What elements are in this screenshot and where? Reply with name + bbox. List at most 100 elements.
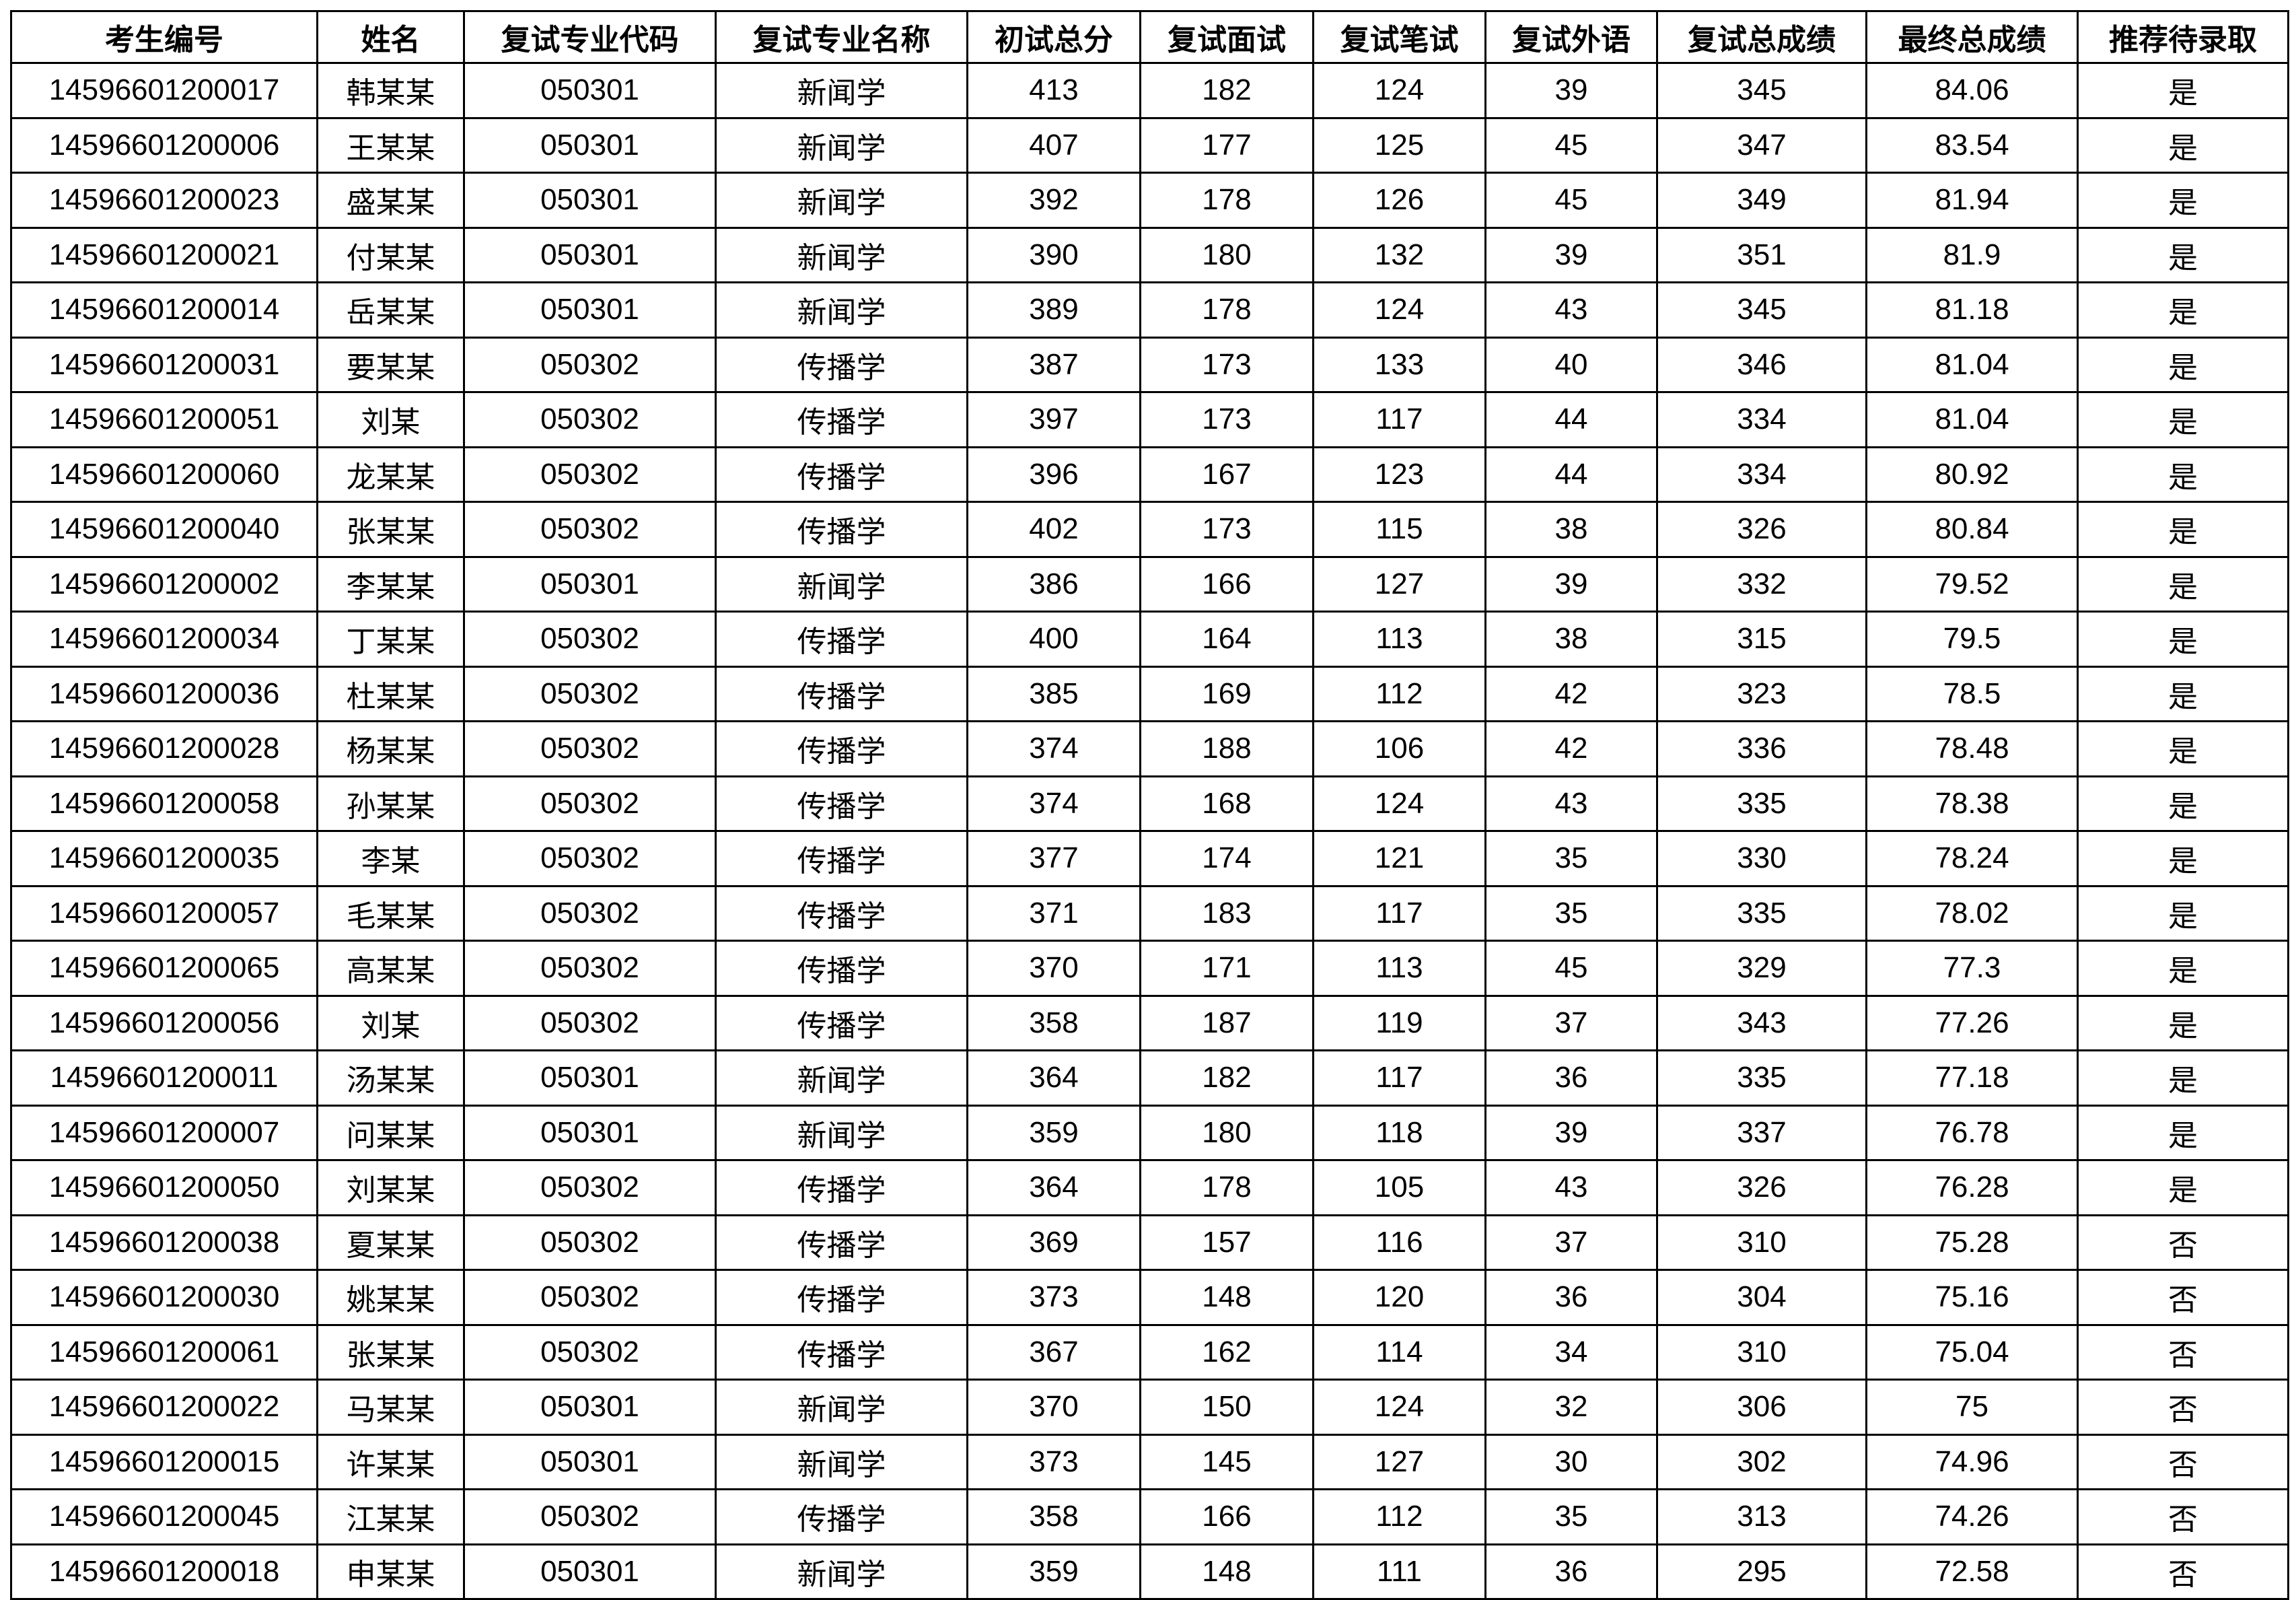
cell-major-code: 050301 [463, 1433, 717, 1490]
cell-major-code: 050301 [463, 62, 717, 119]
cell-major-name: 传播学 [715, 665, 968, 722]
cell-retest-total: 335 [1656, 775, 1867, 832]
cell-initial-total: 397 [966, 391, 1141, 448]
cell-recommended: 否 [2077, 1214, 2289, 1271]
header-name: 姓名 [316, 10, 465, 64]
cell-interview: 178 [1139, 281, 1314, 339]
cell-name: 杜某某 [316, 665, 465, 722]
cell-foreign-language: 35 [1484, 830, 1658, 887]
cell-foreign-language: 35 [1484, 1488, 1658, 1545]
cell-name: 马某某 [316, 1379, 465, 1436]
cell-major-code: 050302 [463, 940, 717, 997]
cell-major-name: 传播学 [715, 884, 968, 942]
cell-interview: 177 [1139, 116, 1314, 174]
table-row: 14596601200015 许某某 050301 新闻学 373 145 127 30 302… [10, 1433, 2289, 1490]
cell-candidate-id: 14596601200051 [10, 391, 318, 448]
cell-recommended: 否 [2077, 1379, 2289, 1436]
cell-written: 112 [1312, 1488, 1486, 1545]
cell-major-name: 传播学 [715, 1214, 968, 1271]
table-row: 14596601200031 要某某 050302 传播学 387 173 133 40 346… [10, 336, 2289, 393]
cell-final-total: 81.9 [1865, 226, 2079, 283]
cell-name: 要某某 [316, 336, 465, 393]
cell-recommended: 是 [2077, 1049, 2289, 1107]
cell-foreign-language: 43 [1484, 775, 1658, 832]
cell-name: 李某某 [316, 555, 465, 613]
cell-initial-total: 389 [966, 281, 1141, 339]
cell-foreign-language: 36 [1484, 1049, 1658, 1107]
cell-initial-total: 358 [966, 1488, 1141, 1545]
cell-candidate-id: 14596601200036 [10, 665, 318, 722]
cell-major-code: 050302 [463, 611, 717, 668]
cell-final-total: 78.48 [1865, 720, 2079, 777]
cell-candidate-id: 14596601200030 [10, 1269, 318, 1326]
cell-initial-total: 392 [966, 172, 1141, 229]
cell-recommended: 否 [2077, 1269, 2289, 1326]
cell-recommended: 是 [2077, 336, 2289, 393]
cell-initial-total: 358 [966, 994, 1141, 1051]
cell-candidate-id: 14596601200021 [10, 226, 318, 283]
header-foreign-language: 复试外语 [1484, 10, 1658, 64]
cell-major-code: 050302 [463, 994, 717, 1051]
cell-written: 113 [1312, 611, 1486, 668]
table-row: 14596601200035 李某 050302 传播学 377 174 121 35 330 7… [10, 830, 2289, 887]
cell-foreign-language: 37 [1484, 1214, 1658, 1271]
table-row: 14596601200038 夏某某 050302 传播学 369 157 116 37 310… [10, 1214, 2289, 1271]
cell-candidate-id: 14596601200018 [10, 1543, 318, 1600]
cell-retest-total: 310 [1656, 1323, 1867, 1381]
table-row: 14596601200030 姚某某 050302 传播学 373 148 120 36 304… [10, 1269, 2289, 1326]
cell-candidate-id: 14596601200056 [10, 994, 318, 1051]
cell-major-name: 新闻学 [715, 555, 968, 613]
cell-initial-total: 364 [966, 1049, 1141, 1107]
cell-interview: 174 [1139, 830, 1314, 887]
cell-initial-total: 359 [966, 1104, 1141, 1161]
cell-final-total: 80.92 [1865, 446, 2079, 503]
cell-written: 120 [1312, 1269, 1486, 1326]
cell-initial-total: 370 [966, 1379, 1141, 1436]
cell-final-total: 81.94 [1865, 172, 2079, 229]
cell-written: 117 [1312, 391, 1486, 448]
cell-recommended: 是 [2077, 281, 2289, 339]
cell-major-code: 050302 [463, 720, 717, 777]
cell-foreign-language: 39 [1484, 62, 1658, 119]
cell-final-total: 76.78 [1865, 1104, 2079, 1161]
cell-written: 114 [1312, 1323, 1486, 1381]
table-row: 14596601200007 问某某 050301 新闻学 359 180 118 39 337… [10, 1104, 2289, 1161]
header-candidate-id: 考生编号 [10, 10, 318, 64]
cell-recommended: 是 [2077, 994, 2289, 1051]
cell-final-total: 77.18 [1865, 1049, 2079, 1107]
cell-foreign-language: 45 [1484, 172, 1658, 229]
cell-candidate-id: 14596601200035 [10, 830, 318, 887]
cell-name: 盛某某 [316, 172, 465, 229]
cell-written: 124 [1312, 1379, 1486, 1436]
cell-major-name: 传播学 [715, 446, 968, 503]
cell-major-code: 050302 [463, 1159, 717, 1216]
cell-candidate-id: 14596601200028 [10, 720, 318, 777]
table-row: 14596601200018 申某某 050301 新闻学 359 148 111 36 295… [10, 1543, 2289, 1600]
cell-retest-total: 349 [1656, 172, 1867, 229]
cell-major-name: 新闻学 [715, 1379, 968, 1436]
cell-candidate-id: 14596601200034 [10, 611, 318, 668]
cell-foreign-language: 45 [1484, 116, 1658, 174]
cell-retest-total: 343 [1656, 994, 1867, 1051]
cell-final-total: 78.5 [1865, 665, 2079, 722]
cell-name: 刘某 [316, 994, 465, 1051]
cell-interview: 166 [1139, 1488, 1314, 1545]
cell-retest-total: 326 [1656, 1159, 1867, 1216]
cell-recommended: 是 [2077, 555, 2289, 613]
cell-retest-total: 347 [1656, 116, 1867, 174]
cell-major-code: 050301 [463, 1104, 717, 1161]
table-row: 14596601200058 孙某某 050302 传播学 374 168 124 43 335… [10, 775, 2289, 832]
cell-major-code: 050302 [463, 336, 717, 393]
cell-final-total: 81.04 [1865, 336, 2079, 393]
cell-initial-total: 373 [966, 1269, 1141, 1326]
cell-retest-total: 302 [1656, 1433, 1867, 1490]
cell-name: 岳某某 [316, 281, 465, 339]
cell-final-total: 83.54 [1865, 116, 2079, 174]
cell-foreign-language: 30 [1484, 1433, 1658, 1490]
cell-foreign-language: 35 [1484, 884, 1658, 942]
cell-written: 111 [1312, 1543, 1486, 1600]
cell-candidate-id: 14596601200050 [10, 1159, 318, 1216]
cell-name: 王某某 [316, 116, 465, 174]
cell-major-name: 新闻学 [715, 1543, 968, 1600]
cell-interview: 173 [1139, 336, 1314, 393]
